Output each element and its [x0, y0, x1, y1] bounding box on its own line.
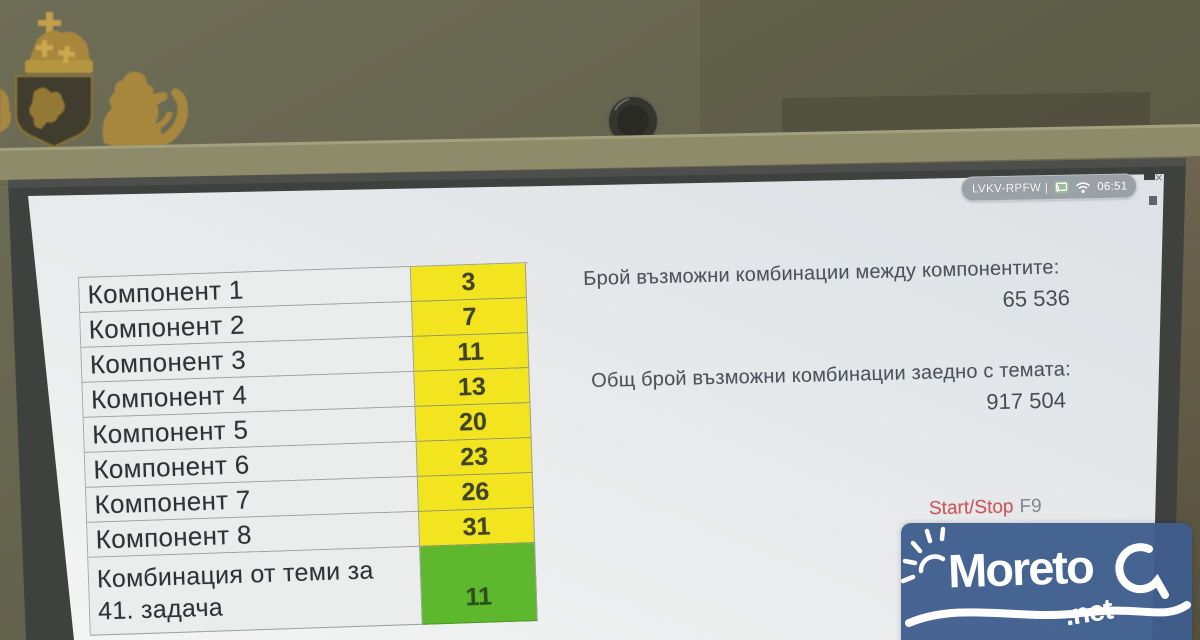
result-total: Общ брой възможни комбинации заедно с те…	[591, 358, 1072, 425]
combination-value[interactable]: 11	[420, 542, 538, 625]
component-value[interactable]: 3	[410, 263, 527, 302]
logo-swoosh	[1115, 543, 1169, 599]
camera-lens	[607, 95, 659, 147]
result-value: 917 504	[986, 387, 1067, 415]
clock: 06:51	[1097, 179, 1128, 193]
shortcut-key: F9	[1019, 495, 1042, 518]
table-row-combination: Комбинация от теми за 41. задача 11	[88, 542, 539, 636]
ledge	[0, 127, 1200, 184]
logo-wave	[905, 601, 1191, 627]
result-combinations: Брой възможни комбинации между компонент…	[583, 256, 1076, 323]
component-value[interactable]: 20	[415, 403, 532, 442]
result-label: Общ брой възможни комбинации заедно с те…	[591, 358, 1072, 392]
toolbar-tab[interactable]	[1149, 196, 1157, 205]
component-value[interactable]: 23	[416, 438, 533, 477]
watermark-decor	[901, 526, 1191, 627]
watermark-site: Moreto	[947, 539, 1094, 598]
device-id: LVKV-RPFW |	[971, 181, 1049, 195]
component-value[interactable]: 13	[414, 368, 531, 407]
result-label: Брой възможни комбинации между компонент…	[583, 256, 1060, 290]
close-icon[interactable]: ×	[1155, 170, 1163, 185]
shortcut-hint: Start/Stop F9	[929, 496, 1042, 521]
component-value[interactable]: 11	[413, 333, 530, 372]
result-value: 65 536	[1002, 285, 1071, 312]
shortcut-action: Start/Stop	[928, 496, 1014, 520]
wifi-icon	[1076, 181, 1091, 193]
watermark-banner: Moreto .net	[901, 523, 1192, 640]
component-value[interactable]: 7	[412, 298, 529, 337]
component-value[interactable]: 31	[418, 508, 536, 547]
sun-icon	[901, 526, 946, 584]
components-table: Компонент 1 3 Компонент 2 7 Компонент 3 …	[78, 262, 540, 636]
coat-of-arms	[0, 12, 189, 151]
combination-label[interactable]: Комбинация от теми за 41. задача	[88, 546, 423, 636]
cast-icon	[1054, 181, 1069, 194]
toolbar-handle[interactable]	[1143, 168, 1156, 181]
component-value[interactable]: 26	[417, 473, 534, 512]
status-pill[interactable]: LVKV-RPFW | 06:51	[960, 173, 1138, 202]
wall-right	[1173, 156, 1200, 640]
